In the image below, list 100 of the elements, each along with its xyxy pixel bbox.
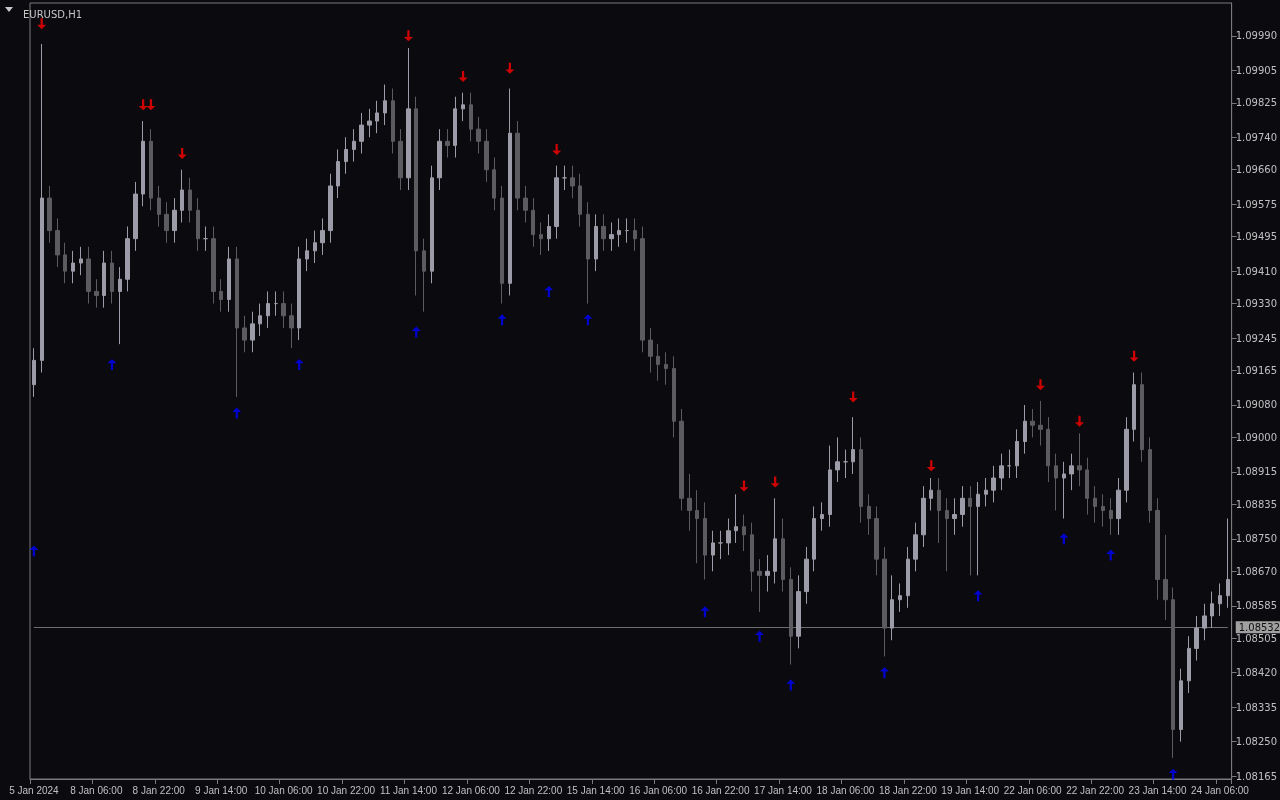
candlestick [1140,372,1144,463]
candlestick [929,477,933,511]
candlestick [703,501,707,580]
x-tick-label: 17 Jan 14:00 [754,784,813,796]
candlestick [172,197,177,244]
candlestick [344,136,348,175]
y-tick-label: 1.09990 [1235,30,1278,42]
candlestick [125,226,130,292]
point [497,314,507,326]
candlestick [445,128,450,159]
candlestick [219,278,223,313]
y-tick-label: 1.09905 [1235,64,1278,76]
x-tick-label: 16 Jan 22:00 [691,784,750,796]
candlestick [1179,668,1183,743]
candlestick [999,453,1004,491]
candlestick [812,505,816,572]
candlestick [242,315,247,353]
candlestick [406,47,411,191]
candlestick [1124,416,1129,503]
point [1074,415,1084,427]
candlestick [305,238,309,272]
candlestick [921,485,926,548]
candlestick [157,185,161,228]
candlestick [835,436,840,483]
candlestick [718,530,723,560]
candlestick [867,493,871,536]
candlestick [859,436,863,524]
candlestick [1101,493,1105,528]
candlestick [1155,497,1160,601]
candlestick [508,88,512,296]
candlestick [648,327,653,374]
candlestick [274,290,278,317]
x-tick-label: 12 Jan 22:00 [504,784,563,796]
candlestick [1116,477,1121,536]
candlestick [554,165,559,240]
candlestick [180,169,184,223]
candlestick [118,266,122,345]
candlestick [765,554,770,593]
candlestick [47,185,52,244]
point [505,62,515,74]
candlestick [570,165,575,199]
x-tick-label: 18 Jan 22:00 [878,784,938,796]
candlestick [500,185,504,305]
candlestick [63,242,67,284]
candlestick [890,574,894,641]
point [1106,549,1116,561]
candlestick [742,514,746,552]
point [107,358,117,370]
point [770,476,780,488]
candlestick [1054,453,1058,511]
candlestick [461,92,465,122]
candlestick [906,546,910,609]
candlestick [1194,615,1199,662]
candlestick [547,213,551,252]
candlestick [1163,534,1168,621]
candlestick [398,128,403,191]
candlestick [1202,603,1207,641]
candlestick [383,84,387,126]
x-tick-label: 18 Jan 06:00 [816,784,875,796]
candlestick [141,120,145,207]
candlestick [687,473,692,532]
candlestick [1132,372,1136,442]
candlestick [960,485,965,528]
candlestick [773,497,777,584]
text: EURUSD,H1 [23,8,83,20]
candlestick [266,290,270,329]
candlestick [633,217,637,252]
candlestick [523,185,528,223]
point [786,679,796,691]
candlestick [625,217,629,244]
x-tick-label: 11 Jan 14:00 [379,784,438,796]
candlestick [94,278,99,309]
ref-line-label: 1.08532 [1238,621,1280,633]
point [879,667,889,679]
candlestick [945,497,949,572]
y-tick-label: 1.09825 [1235,97,1278,109]
candlestick [1062,461,1066,520]
candlestick [562,165,567,191]
candlestick [71,250,75,284]
candlestick [367,108,372,138]
candlestick [898,582,902,613]
candlestick [617,217,621,248]
candlestick [976,481,980,576]
candlestick [102,250,106,309]
candlestick [952,497,957,536]
y-tick-label: 1.09740 [1235,131,1278,143]
candlestick [874,505,879,576]
candlestick [149,128,153,211]
candlestick [32,347,36,398]
candlestick [437,128,442,191]
candlestick [430,165,434,284]
point [1059,533,1069,545]
candlestick [352,128,356,163]
point [583,314,593,326]
y-tick-label: 1.08250 [1235,736,1278,748]
point [29,545,39,557]
x-tick-label: 24 Jan 06:00 [1191,784,1250,796]
candlestick [734,493,738,544]
point [403,30,413,42]
candlestick [789,566,793,666]
